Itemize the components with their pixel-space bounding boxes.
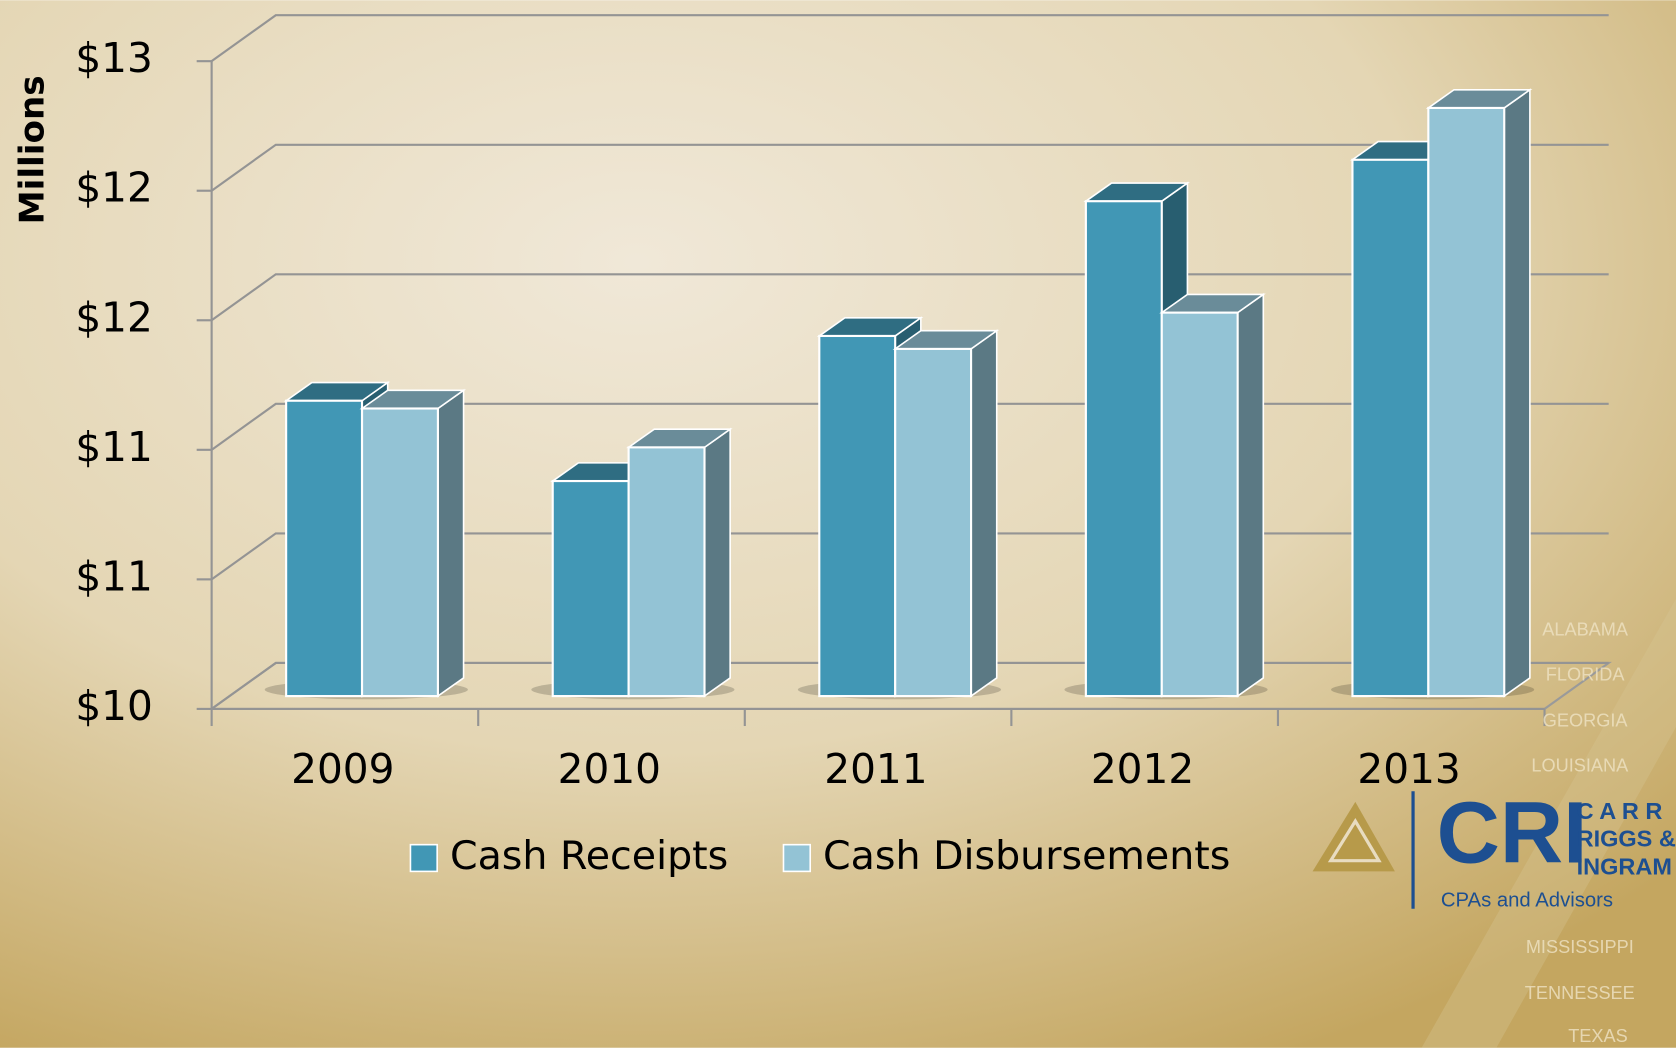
bar [1425, 88, 1533, 698]
state: FLORIDA [1546, 665, 1626, 685]
logo-mark: CRI [1437, 783, 1588, 881]
y-tick-label: $11 [75, 552, 153, 600]
bar-front [1084, 200, 1163, 698]
state: LOUISIANA [1531, 755, 1629, 775]
bar [1159, 292, 1266, 698]
bar-front [1351, 158, 1430, 698]
logo: CRI C A R R RIGGS & INGRAM CPAs and Advi… [1312, 783, 1676, 912]
bar-side [1236, 292, 1265, 698]
y-tick-label: $12 [75, 293, 153, 341]
logo-name: INGRAM [1577, 853, 1672, 879]
state: TEXAS [1568, 1026, 1628, 1046]
bar-front [1427, 106, 1506, 698]
bar-front [360, 407, 439, 698]
logo-tagline: CPAs and Advisors [1441, 890, 1613, 912]
bar-front [285, 399, 364, 698]
bar-side [703, 427, 731, 698]
bar-side [1503, 88, 1531, 698]
x-tick-label: 2011 [824, 745, 927, 793]
logo-triangle-inner [1327, 818, 1382, 863]
grid-line [211, 143, 1609, 192]
y-axis-label: Millions [13, 75, 53, 224]
y-tick-label: $11 [75, 423, 153, 471]
states: ALABAMA FLORIDA GEORGIA LOUISIANA MISSIS… [1525, 620, 1635, 1046]
legend-swatch [409, 843, 438, 873]
bar-side [970, 329, 998, 698]
state: MISSISSIPPI [1526, 937, 1634, 957]
bar-front [551, 479, 630, 698]
y-tick-label: $10 [75, 682, 153, 730]
state: TENNESSEE [1525, 983, 1635, 1003]
x-tick-label: 2013 [1357, 745, 1460, 793]
logo-name: C A R R [1577, 798, 1663, 824]
state: GEORGIA [1543, 711, 1629, 731]
bar-front [818, 334, 897, 698]
x-tick-label: 2010 [558, 745, 661, 793]
y-tick-label: $13 [75, 34, 153, 82]
legend-swatch [782, 843, 812, 873]
bar-side [437, 388, 465, 698]
logo-name: RIGGS & [1577, 826, 1676, 852]
bar [359, 388, 467, 698]
legend-label: Cash Receipts [450, 833, 728, 879]
legend-label: Cash Disbursements [823, 833, 1230, 879]
plot: $10 $11 $11 $12 $12 $13 2009 2010 2011 2012 2013 Ca… [75, 14, 1612, 879]
bar-front [627, 446, 706, 698]
y-tick-label: $12 [75, 164, 153, 212]
bar-front [894, 347, 973, 698]
x-tick-label: 2009 [291, 745, 394, 793]
bar [892, 329, 1000, 698]
bar-front [1160, 311, 1239, 698]
x-tick-label: 2012 [1091, 745, 1194, 793]
grid-line [211, 14, 1609, 63]
bar [626, 427, 733, 698]
state: ALABAMA [1542, 620, 1629, 640]
